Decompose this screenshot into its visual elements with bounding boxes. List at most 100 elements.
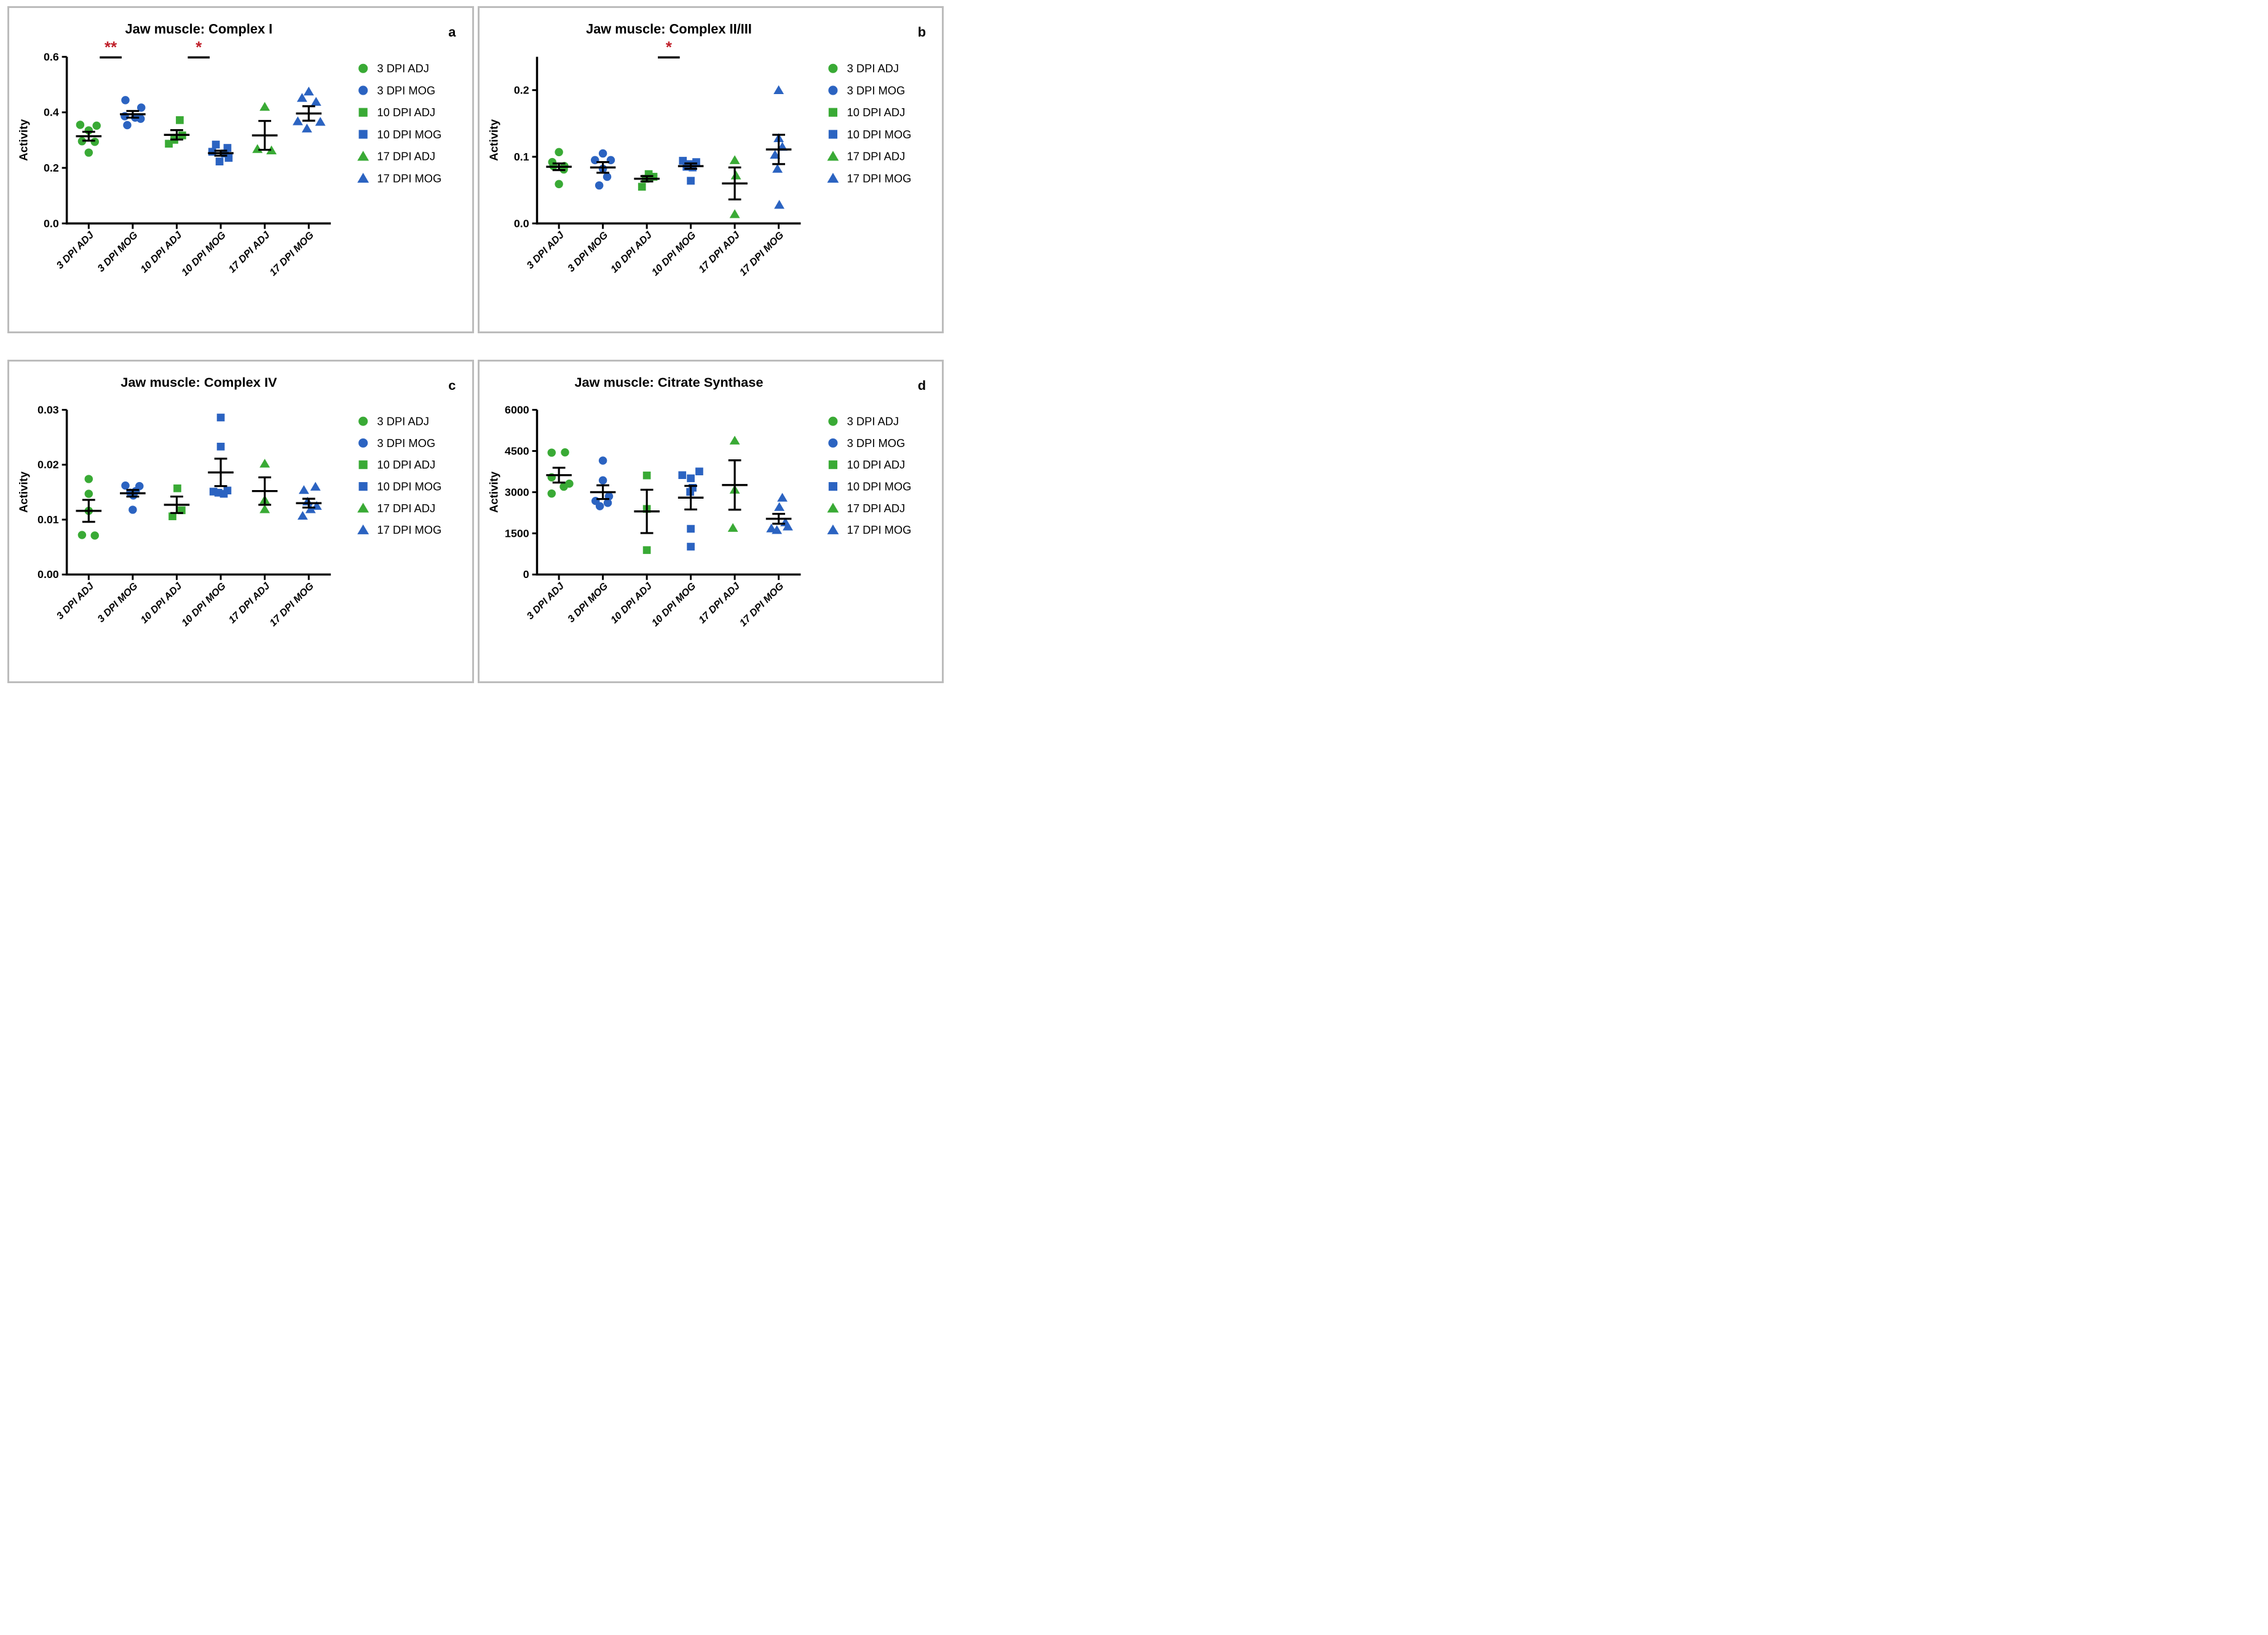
data-point — [598, 476, 607, 485]
legend-triangle-icon — [357, 524, 369, 534]
legend-label: 3 DPI ADJ — [847, 62, 899, 75]
x-tick-label: 3 DPI ADJ — [55, 229, 97, 271]
x-tick-label: 10 DPI ADJ — [138, 229, 184, 275]
data-point — [687, 474, 695, 483]
panel-title: Jaw muscle: Complex II/III — [586, 22, 752, 37]
x-tick-label: 17 DPI ADJ — [697, 580, 743, 625]
x-tick-label: 17 DPI MOG — [737, 580, 786, 628]
legend-circle-icon — [828, 438, 838, 448]
x-tick-label: 10 DPI ADJ — [609, 580, 655, 625]
legend-circle-icon — [828, 63, 838, 73]
data-point — [772, 164, 783, 173]
legend-circle-icon — [358, 416, 368, 426]
x-tick-label: 17 DPI MOG — [267, 580, 316, 628]
legend-label: 17 DPI MOG — [847, 524, 912, 536]
data-point — [730, 170, 741, 180]
data-point — [595, 181, 604, 190]
legend-label: 10 DPI MOG — [377, 128, 441, 141]
legend-item: 10 DPI MOG — [358, 480, 441, 493]
legend-label: 10 DPI ADJ — [847, 459, 906, 471]
y-tick-label: 1500 — [505, 527, 529, 539]
y-tick-label: 0.02 — [38, 459, 59, 471]
data-point — [84, 148, 93, 157]
data-point — [603, 172, 612, 181]
data-point — [729, 155, 740, 164]
data-point — [123, 121, 132, 130]
y-tick-label: 6000 — [505, 403, 529, 416]
data-point — [77, 137, 87, 146]
x-tick-label: 17 DPI ADJ — [226, 229, 272, 275]
legend-label: 3 DPI ADJ — [377, 62, 429, 75]
figure: Jaw muscle: Complex I a Activity 0.0 0.2 0.4 0… — [0, 0, 950, 685]
legend-item: 10 DPI MOG — [828, 481, 912, 493]
legend-square-icon — [358, 460, 368, 469]
panel-complex-i: Jaw muscle: Complex I a Activity 0.0 0.2 0.4 0… — [7, 6, 474, 333]
legend-item: 17 DPI ADJ — [827, 502, 905, 515]
legend-item: 17 DPI MOG — [827, 524, 911, 536]
data-point — [216, 443, 225, 451]
data-point — [296, 93, 307, 102]
legend-circle-icon — [828, 85, 838, 95]
legend-label: 3 DPI ADJ — [377, 415, 429, 428]
y-axis-label: Activity — [488, 471, 500, 513]
y-axis-label: Activity — [17, 471, 30, 513]
legend-item: 17 DPI MOG — [827, 172, 911, 184]
data-point — [216, 413, 225, 422]
y-tick-label: 0.1 — [514, 151, 529, 163]
data-point — [173, 484, 181, 493]
legend-triangle-icon — [827, 524, 839, 534]
data-point — [687, 542, 695, 551]
data-point — [678, 471, 687, 480]
panel-citrate-synthase: Jaw muscle: Citrate Synthase d Activity 0 15… — [478, 360, 944, 683]
legend-item: 3 DPI MOG — [358, 437, 435, 449]
legend-label: 17 DPI ADJ — [377, 502, 435, 515]
data-point — [315, 117, 326, 126]
data-point — [729, 209, 740, 218]
data-point — [598, 149, 607, 158]
legend-item: 10 DPI ADJ — [828, 106, 905, 119]
y-tick-label: 0.03 — [38, 403, 59, 416]
legend-item: 3 DPI MOG — [828, 84, 905, 97]
data-point — [137, 103, 146, 112]
legend-label: 17 DPI ADJ — [377, 150, 435, 163]
legend-label: 17 DPI MOG — [377, 523, 441, 536]
data-point — [547, 489, 556, 498]
x-tick-label: 17 DPI MOG — [267, 229, 316, 278]
x-tick-label: 3 DPI ADJ — [524, 580, 566, 622]
data-point — [772, 525, 783, 534]
legend-item: 17 DPI ADJ — [827, 150, 905, 163]
legend-label: 10 DPI MOG — [847, 481, 912, 493]
panel-letter: c — [448, 378, 456, 393]
legend-circle-icon — [358, 438, 368, 448]
data-point — [90, 531, 99, 540]
data-point — [298, 485, 309, 494]
data-point — [547, 448, 556, 457]
legend-item: 10 DPI ADJ — [358, 458, 435, 471]
significance-asterisk: * — [666, 39, 672, 56]
x-tick-label: 3 DPI MOG — [95, 229, 140, 274]
x-tick-label: 10 DPI MOG — [180, 580, 228, 628]
legend-triangle-icon — [827, 173, 839, 183]
y-axis-label: Activity — [17, 119, 30, 161]
panel-complex-iv: Jaw muscle: Complex IV c Activity 0.00 0.01 0… — [7, 360, 474, 683]
legend-label: 10 DPI ADJ — [377, 458, 435, 471]
legend-item: 10 DPI ADJ — [358, 106, 435, 119]
legend-square-icon — [358, 482, 368, 491]
legend-label: 10 DPI MOG — [377, 480, 441, 493]
data-point — [176, 116, 184, 124]
x-tick-label: 3 DPI MOG — [566, 229, 610, 274]
data-point — [770, 149, 781, 159]
data-point — [305, 504, 316, 513]
x-tick-label: 3 DPI MOG — [566, 580, 610, 625]
data-point — [774, 502, 784, 511]
data-point — [259, 101, 271, 111]
data-point — [128, 505, 137, 514]
y-tick-label: 0.0 — [44, 217, 59, 229]
panel-letter: d — [918, 378, 926, 393]
data-point — [687, 176, 695, 185]
data-point — [168, 512, 176, 520]
chart-c: Jaw muscle: Complex IV c Activity 0.00 0.01 0… — [17, 374, 456, 628]
data-point — [303, 86, 314, 96]
legend-circle-icon — [358, 63, 368, 73]
data-point — [642, 471, 651, 480]
